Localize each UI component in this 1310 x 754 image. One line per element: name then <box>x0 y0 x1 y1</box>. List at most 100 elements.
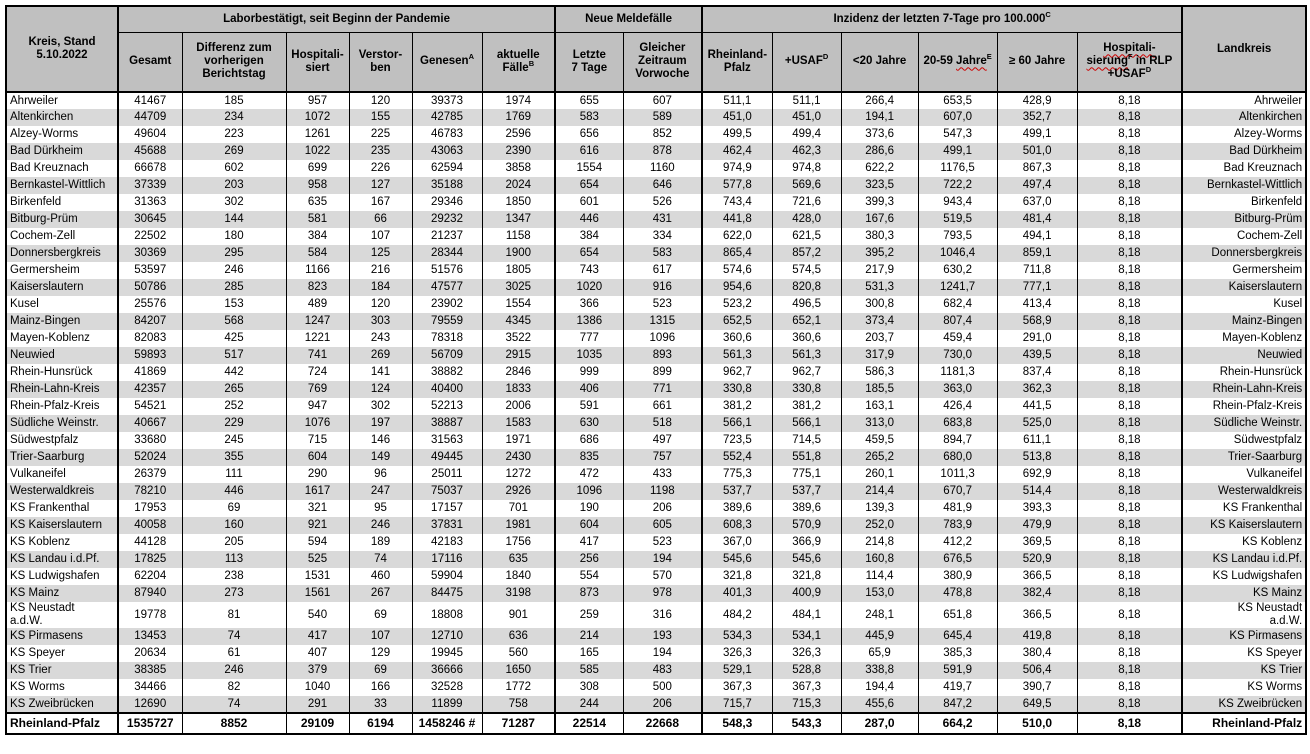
column-header-3: Verstor- ben <box>348 31 413 93</box>
value-cell: 483 <box>622 662 703 679</box>
value-cell: 330,8 <box>701 381 773 398</box>
value-cell: 8,18 <box>1076 92 1183 109</box>
value-cell: 291,0 <box>996 330 1078 347</box>
value-cell: 605 <box>622 517 703 534</box>
value-cell: 39373 <box>411 92 483 109</box>
value-cell: 433 <box>622 466 703 483</box>
value-cell: 607,0 <box>917 109 998 126</box>
value-cell: 217,9 <box>840 262 919 279</box>
table-row: Rhein-Hunsrück 41869 442 724 141 38882 2846 999… <box>5 364 1307 381</box>
value-cell: 1386 <box>554 313 624 330</box>
value-cell: 978 <box>622 585 703 602</box>
value-cell: 160 <box>181 517 287 534</box>
value-cell: 252 <box>181 398 287 415</box>
value-cell: 511,1 <box>771 92 842 109</box>
value-cell: 42183 <box>411 534 483 551</box>
value-cell: 194,1 <box>840 109 919 126</box>
value-cell: 519,5 <box>917 211 998 228</box>
value-cell: 852 <box>622 126 703 143</box>
value-cell: 185,5 <box>840 381 919 398</box>
value-cell: 54521 <box>117 398 183 415</box>
value-cell: 8852 <box>181 712 287 734</box>
value-cell: 8,18 <box>1076 296 1183 313</box>
value-cell: 722,2 <box>917 177 998 194</box>
value-cell: 74 <box>348 551 413 568</box>
value-cell: 489 <box>285 296 350 313</box>
value-cell: 360,6 <box>701 330 773 347</box>
value-cell: 426,4 <box>917 398 998 415</box>
value-cell: 393,3 <box>996 500 1078 517</box>
value-cell: 441,5 <box>996 398 1078 415</box>
value-cell: 962,7 <box>701 364 773 381</box>
table-body: Ahrweiler 41467 185 957 120 39373 1974 655 607 51… <box>5 92 1307 734</box>
value-cell: 41467 <box>117 92 183 109</box>
value-cell: 360,6 <box>771 330 842 347</box>
value-cell: 1583 <box>481 415 556 432</box>
footnote-marker: E <box>986 52 992 62</box>
value-cell: 127 <box>348 177 413 194</box>
value-cell: 146 <box>348 432 413 449</box>
value-cell: 406 <box>554 381 624 398</box>
value-cell: 574,5 <box>771 262 842 279</box>
value-cell: 139,3 <box>840 500 919 517</box>
value-cell: 783,9 <box>917 517 998 534</box>
value-cell: 577,8 <box>701 177 773 194</box>
value-cell: 389,6 <box>701 500 773 517</box>
value-cell: 400,9 <box>771 585 842 602</box>
value-cell: 75037 <box>411 483 483 500</box>
table-row: Bad Dürkheim 45688 269 1022 235 43063 2390 616 8… <box>5 143 1307 160</box>
header-group-row: Kreis, Stand 5.10.2022 Laborbestätigt, se… <box>5 5 1307 93</box>
value-cell: 962,7 <box>771 364 842 381</box>
value-cell: 1840 <box>481 568 556 585</box>
landkreis-cell: Altenkirchen <box>1181 109 1307 126</box>
value-cell: 654 <box>554 245 624 262</box>
header-columns-row: Gesamt Differenz zum vorherigen Berichtst… <box>6 31 1306 93</box>
value-cell: 245 <box>181 432 287 449</box>
value-cell: 622,2 <box>840 160 919 177</box>
value-cell: 460 <box>348 568 413 585</box>
value-cell: 1315 <box>622 313 703 330</box>
value-cell: 244 <box>554 696 624 713</box>
landkreis-cell: Vulkaneifel <box>1181 466 1307 483</box>
value-cell: 8,18 <box>1076 143 1183 160</box>
value-cell: 645,4 <box>917 628 998 645</box>
value-cell: 2846 <box>481 364 556 381</box>
value-cell: 291 <box>285 696 350 713</box>
value-cell: 459,4 <box>917 330 998 347</box>
table-header: Kreis, Stand 5.10.2022 Laborbestätigt, se… <box>5 5 1307 93</box>
value-cell: 529,1 <box>701 662 773 679</box>
value-cell: 66678 <box>117 160 183 177</box>
value-cell: 865,4 <box>701 245 773 262</box>
kreis-cell: Kaiserslautern <box>5 279 119 296</box>
value-cell: 652,1 <box>771 313 842 330</box>
value-cell: 124 <box>348 381 413 398</box>
column-header-13: Hospitali- sierungF in RLP +USAFD <box>1076 31 1183 93</box>
value-cell: 1554 <box>554 160 624 177</box>
value-cell: 873 <box>554 585 624 602</box>
value-cell: 2596 <box>481 126 556 143</box>
value-cell: 330,8 <box>771 381 842 398</box>
value-cell: 743,4 <box>701 194 773 211</box>
landkreis-cell: Alzey-Worms <box>1181 126 1307 143</box>
value-cell: 214,4 <box>840 483 919 500</box>
value-cell: 17116 <box>411 551 483 568</box>
value-cell: 33 <box>348 696 413 713</box>
value-cell: 6194 <box>348 712 413 734</box>
value-cell: 243 <box>348 330 413 347</box>
value-cell: 8,18 <box>1076 330 1183 347</box>
value-cell: 8,18 <box>1076 109 1183 126</box>
value-cell: 560 <box>481 645 556 662</box>
value-cell: 741 <box>285 347 350 364</box>
value-cell: 32528 <box>411 679 483 696</box>
value-cell: 724 <box>285 364 350 381</box>
table-row: Bernkastel-Wittlich 37339 203 958 127 35188 20… <box>5 177 1307 194</box>
value-cell: 957 <box>285 92 350 109</box>
kreis-cell: Vulkaneifel <box>5 466 119 483</box>
value-cell: 1974 <box>481 92 556 109</box>
value-cell: 373,4 <box>840 313 919 330</box>
value-cell: 901 <box>481 602 556 628</box>
value-cell: 652,5 <box>701 313 773 330</box>
value-cell: 286,6 <box>840 143 919 160</box>
value-cell: 417 <box>285 628 350 645</box>
value-cell: 445,9 <box>840 628 919 645</box>
